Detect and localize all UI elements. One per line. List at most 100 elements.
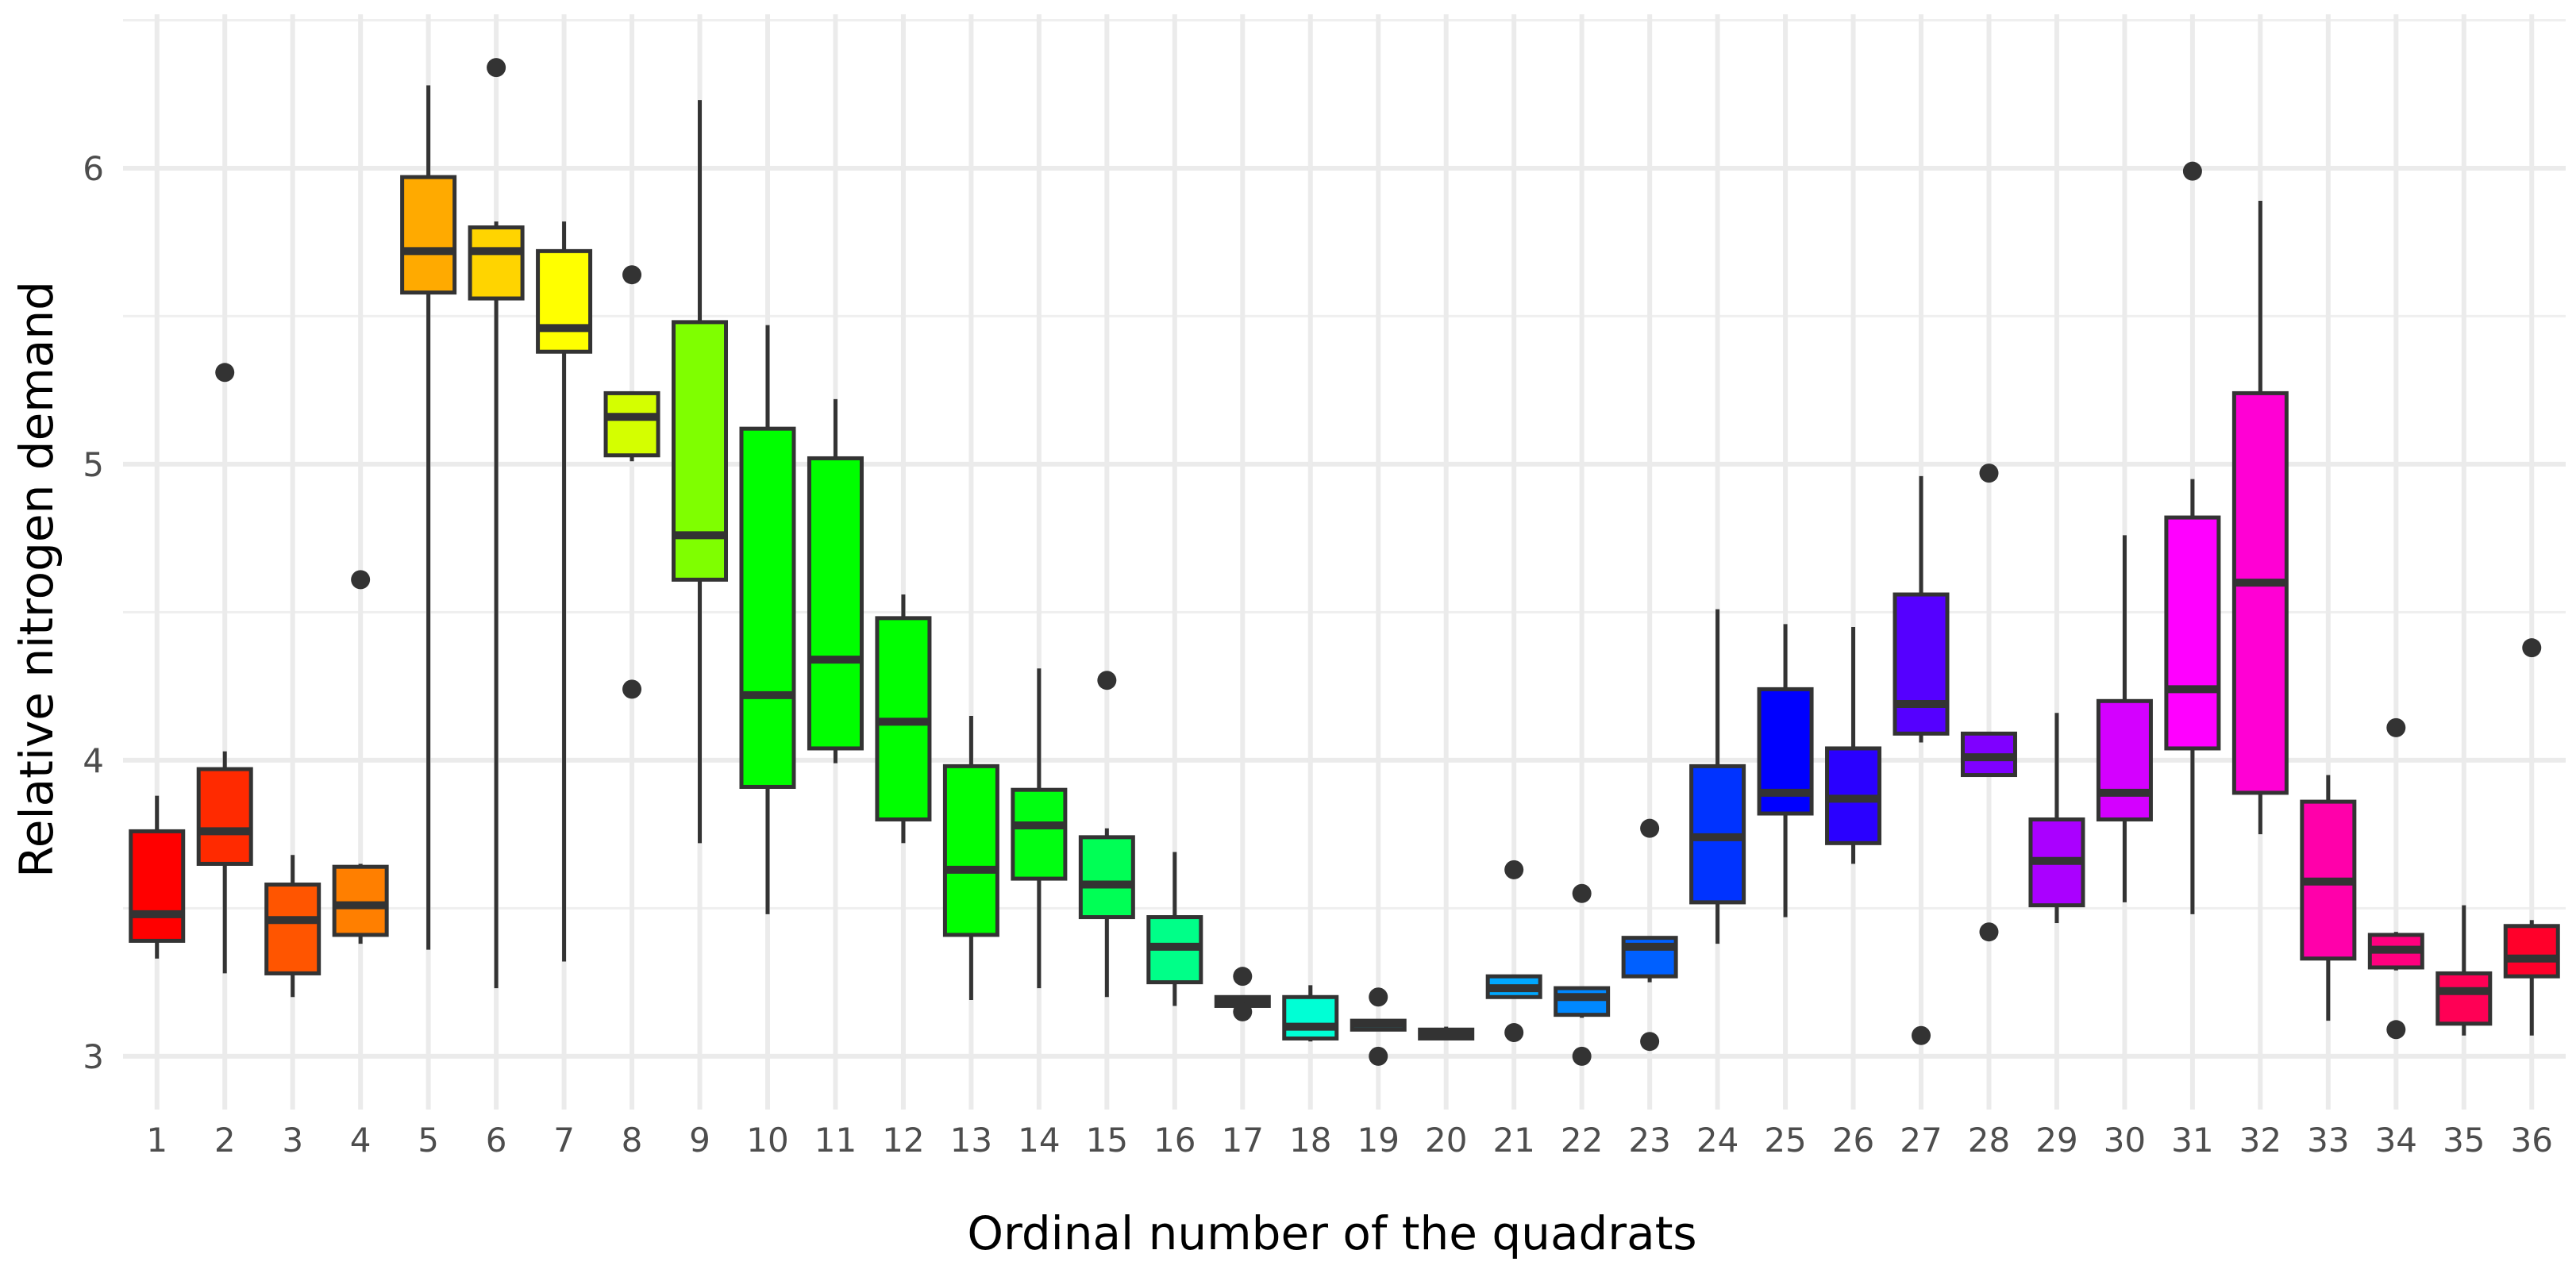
box-16 [1146,852,1203,1006]
box-iqr [672,320,729,582]
x-tick-label: 7 [553,1121,575,1160]
box-12 [875,594,932,844]
box-30 [2096,535,2153,902]
box-2 [196,363,253,974]
box-iqr [536,248,593,354]
outlier-point [487,58,506,78]
y-tick-label: 5 [83,445,104,484]
outlier-point [2386,717,2406,737]
x-tick-label: 1 [146,1121,167,1160]
box-36 [2503,638,2560,1036]
box-23 [1621,818,1678,1052]
x-tick-label: 14 [1018,1121,1060,1160]
box-iqr [739,426,796,789]
x-tick-label: 33 [2307,1121,2349,1160]
box-22 [1554,883,1611,1066]
x-tick-label: 19 [1357,1121,1400,1160]
x-tick-label: 6 [486,1121,507,1160]
box-10 [739,325,796,914]
box-7 [536,221,593,962]
outlier-point [2386,1020,2406,1040]
box-iqr [942,764,999,937]
y-axis-title: Relative nitrogen demand [10,281,64,878]
box-35 [2435,905,2493,1036]
box-iqr [2096,698,2153,821]
box-19 [1350,987,1407,1066]
x-tick-label: 16 [1153,1121,1196,1160]
x-tick-label: 9 [689,1121,710,1160]
x-tick-label: 25 [1764,1121,1806,1160]
x-axis-title: Ordinal number of the quadrats [967,1206,1696,1260]
box-iqr [603,390,660,458]
box-iqr [129,829,186,943]
outlier-point [1572,1046,1592,1066]
box-iqr [1282,994,1339,1040]
outlier-point [2182,161,2202,181]
x-tick-label: 10 [746,1121,788,1160]
box-18 [1282,985,1339,1042]
x-tick-label: 8 [622,1121,643,1160]
box-iqr [1011,787,1068,881]
box-iqr [2231,390,2289,795]
y-tick-label: 4 [83,741,104,780]
outlier-point [1097,671,1117,690]
outlier-point [1233,967,1253,987]
box-1 [129,795,186,959]
box-iqr [2435,971,2493,1026]
box-29 [2028,713,2085,924]
box-iqr [1554,986,1611,1017]
box-iqr [807,456,864,751]
x-tick-label: 2 [214,1121,236,1160]
y-axis-ticks: 3 4 5 6 [83,149,104,1076]
outlier-point [1369,987,1388,1007]
x-tick-label: 36 [2511,1121,2553,1160]
x-tick-label: 11 [814,1121,857,1160]
x-tick-label: 30 [2104,1121,2146,1160]
box-33 [2300,775,2357,1021]
x-tick-label: 3 [282,1121,303,1160]
outlier-point [1572,883,1592,903]
box-8 [603,265,660,699]
outlier-point [351,570,371,590]
box-9 [672,100,729,844]
outlier-point [1912,1025,1931,1045]
box-27 [1893,475,1950,1045]
box-15 [1078,671,1135,998]
x-tick-label: 28 [1968,1121,2010,1160]
x-tick-label: 29 [2035,1121,2077,1160]
box-iqr [332,864,389,937]
box-24 [1689,609,1746,944]
box-28 [1960,463,2017,942]
box-iqr [1893,592,1950,736]
box-5 [400,85,457,950]
outlier-point [1640,1032,1660,1052]
x-tick-label: 23 [1628,1121,1670,1160]
x-tick-label: 17 [1222,1121,1264,1160]
box-iqr [400,175,457,295]
x-tick-label: 27 [1900,1121,1942,1160]
x-tick-label: 35 [2443,1121,2485,1160]
x-tick-label: 22 [1561,1121,1603,1160]
x-tick-label: 12 [882,1121,924,1160]
x-tick-label: 24 [1696,1121,1739,1160]
outlier-point [1979,463,1999,483]
x-tick-label: 18 [1289,1121,1331,1160]
x-tick-label: 4 [350,1121,372,1160]
x-tick-label: 13 [950,1121,992,1160]
box-iqr [1078,835,1135,920]
box-25 [1757,624,1814,917]
outlier-point [1504,860,1524,879]
box-21 [1485,860,1542,1043]
x-tick-label: 15 [1086,1121,1128,1160]
outlier-point [622,265,642,285]
box-series [129,58,2560,1066]
x-axis-ticks: 1 2 3 4 5 6 7 8 9 10 11 12 13 14 15 16 17 18 19 20 21 22 23 24 2… [146,1121,2553,1160]
y-tick-label: 6 [83,149,104,188]
box-iqr [196,767,253,866]
box-34 [2367,717,2424,1040]
outlier-point [1979,922,1999,942]
outlier-point [1504,1023,1524,1043]
box-iqr [2503,924,2560,979]
box-13 [942,715,999,1000]
